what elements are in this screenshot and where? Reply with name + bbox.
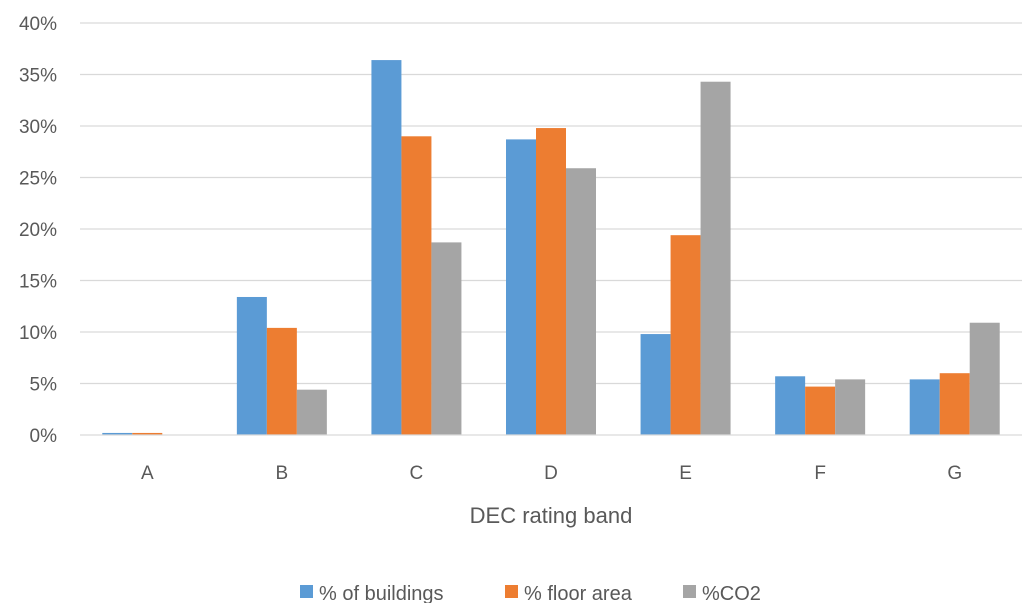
bar (102, 432, 133, 435)
x-tick-label: A (141, 463, 154, 484)
legend: % of buildings % floor area %CO2 (300, 583, 761, 605)
bar (805, 386, 836, 435)
legend-swatch (683, 585, 696, 598)
x-tick-label: G (947, 463, 962, 484)
bar (506, 139, 536, 435)
x-axis-title: DEC rating band (470, 503, 633, 528)
y-tick-label: 40% (19, 14, 57, 35)
bar (969, 322, 1000, 435)
bar (670, 235, 701, 435)
bar (566, 168, 596, 436)
y-tick-label: 25% (19, 169, 57, 190)
y-tick-label: 20% (19, 220, 57, 241)
bar (775, 376, 806, 435)
x-tick-label: B (276, 463, 289, 484)
x-tick-label: D (544, 463, 558, 484)
bar (296, 389, 327, 435)
bar (939, 373, 970, 435)
y-tick-label: 30% (19, 117, 57, 138)
x-axis-ticks: A B C D E F G (141, 463, 962, 484)
y-tick-label: 10% (19, 323, 57, 344)
bar (835, 379, 866, 435)
bar (132, 432, 163, 435)
bar (431, 242, 462, 435)
bar (700, 81, 731, 436)
y-tick-label: 0% (30, 426, 58, 447)
legend-swatch (300, 585, 313, 598)
bar (401, 136, 432, 436)
bar (909, 379, 940, 435)
legend-swatch (505, 585, 518, 598)
bar (640, 334, 671, 435)
bar (371, 60, 402, 435)
x-tick-label: C (410, 463, 424, 484)
x-tick-label: E (679, 463, 692, 484)
y-tick-label: 15% (19, 272, 57, 293)
legend-label: % of buildings (319, 583, 444, 603)
legend-label: %CO2 (702, 583, 761, 603)
bar (266, 327, 297, 435)
y-axis-ticks: 0% 5% 10% 15% 20% 25% 30% 35% 40% (19, 14, 57, 447)
x-tick-label: F (814, 463, 826, 484)
y-tick-label: 5% (30, 375, 58, 396)
legend-label: % floor area (524, 583, 633, 603)
bar (236, 296, 267, 435)
y-tick-label: 35% (19, 66, 57, 87)
bar (536, 128, 566, 435)
bars (102, 60, 1000, 436)
